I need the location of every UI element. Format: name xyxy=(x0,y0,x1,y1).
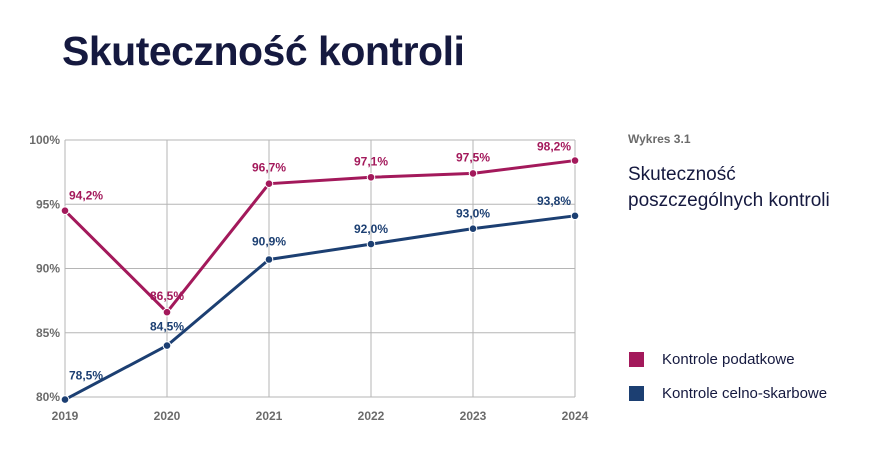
x-tick-label: 2021 xyxy=(256,409,283,423)
data-point xyxy=(264,179,274,188)
legend-swatch-podatkowe xyxy=(629,351,644,367)
data-label: 97,1% xyxy=(354,154,388,168)
y-tick-label: 95% xyxy=(36,197,60,211)
chart-axes: 80% 85% 90% 95% 100% 2019 2020 2021 2022 2023 2024 xyxy=(29,133,588,423)
legend-label-celno-skarbowe: Kontrole celno-skarbowe xyxy=(662,384,828,402)
x-tick-label: 2022 xyxy=(358,409,385,423)
y-tick-label: 80% xyxy=(36,390,60,404)
data-point xyxy=(264,255,274,264)
x-tick-label: 2023 xyxy=(460,409,487,423)
series-line-1 xyxy=(63,214,577,402)
y-tick-label: 90% xyxy=(36,262,60,276)
data-point xyxy=(366,172,376,182)
figure-subtitle: Skuteczność poszczególnych kontroli xyxy=(628,164,830,211)
data-label: 78,5% xyxy=(69,369,103,383)
data-point xyxy=(162,341,172,350)
legend-item-podatkowe: Kontrole podatkowe xyxy=(629,350,827,368)
data-label: 97,5% xyxy=(456,150,490,164)
data-point xyxy=(366,239,376,249)
data-label: 94,2% xyxy=(69,189,103,203)
data-label: 84,5% xyxy=(150,320,184,334)
data-label: 93,8% xyxy=(537,194,571,208)
data-point xyxy=(60,206,70,215)
y-tick-label: 85% xyxy=(36,326,60,340)
data-point xyxy=(570,156,580,165)
data-label: 92,0% xyxy=(354,222,388,236)
x-tick-label: 2020 xyxy=(154,409,181,423)
data-label: 90,9% xyxy=(252,235,286,249)
data-point xyxy=(162,307,172,317)
data-label: 98,2% xyxy=(537,140,571,154)
x-tick-label: 2024 xyxy=(562,409,589,423)
figure-number: Wykres 3.1 xyxy=(628,132,691,146)
data-label: 86,5% xyxy=(150,289,184,303)
chart-data-labels: 94,2% 86,5% 96,7% 97,1% 97,5% 98,2% 78,5% 84,5%… xyxy=(69,140,571,383)
data-label: 96,7% xyxy=(252,161,286,175)
legend-item-celno-skarbowe: Kontrole celno-skarbowe xyxy=(629,384,827,402)
series-line-0 xyxy=(63,159,577,314)
data-point xyxy=(570,211,580,221)
x-tick-label: 2019 xyxy=(52,409,79,423)
data-point xyxy=(60,395,70,404)
page-title: Skuteczność kontroli xyxy=(62,28,465,74)
chart-series xyxy=(60,156,580,404)
data-label: 93,0% xyxy=(456,207,490,221)
chart-legend: Kontrole podatkowe Kontrole celno-skarbo… xyxy=(629,350,827,418)
legend-swatch-celno-skarbowe xyxy=(629,385,644,401)
data-point xyxy=(468,169,478,178)
y-tick-label: 100% xyxy=(29,133,60,147)
data-point xyxy=(468,224,478,233)
legend-label-podatkowe: Kontrole podatkowe xyxy=(662,350,795,368)
